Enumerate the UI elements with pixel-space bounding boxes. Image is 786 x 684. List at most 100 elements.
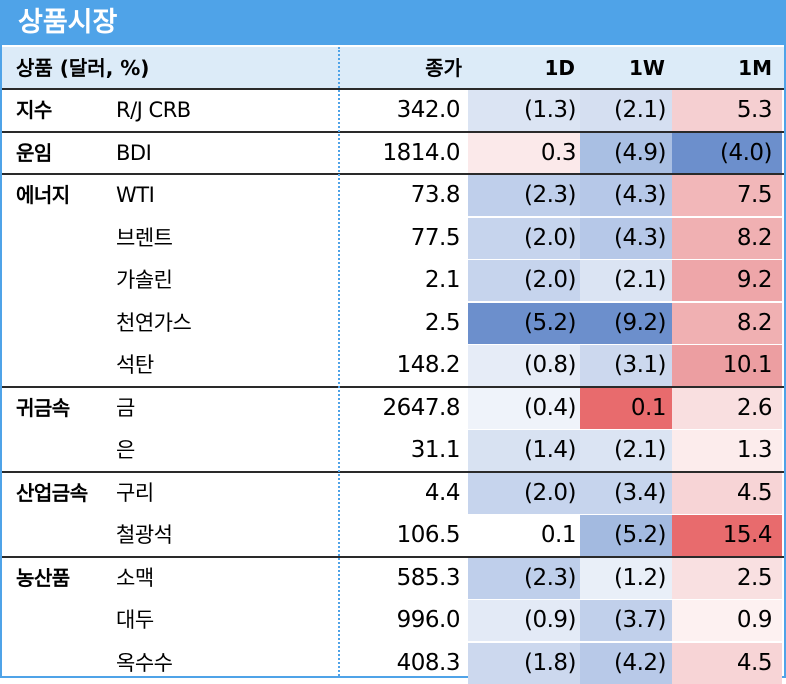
row-group-label: 에너지 (16, 183, 70, 207)
row-close: 73.8 (410, 182, 461, 208)
cell-1w-shade (580, 430, 672, 471)
cell-1m-shade (672, 90, 782, 131)
cell-1w-shade (580, 218, 672, 259)
cell-1m-shade (672, 515, 782, 556)
row-group-label: 운임 (16, 141, 52, 165)
row-1d: (1.8) (523, 650, 577, 676)
cell-1w-shade (580, 175, 672, 216)
row-1w: (3.4) (613, 480, 667, 506)
cell-1w-shade (580, 133, 672, 174)
row-name: 금 (116, 396, 135, 420)
cell-1d-shade (468, 430, 580, 471)
row-1m: 10.1 (722, 352, 773, 378)
cell-1w-shade (580, 473, 672, 514)
row-1d: (1.4) (523, 437, 577, 463)
row-1w: (4.3) (613, 225, 667, 251)
row-1w: (2.1) (613, 267, 667, 293)
row-1w: (9.2) (613, 310, 667, 336)
row-group-label: 농산품 (16, 566, 70, 590)
header-1m: 1M (738, 56, 772, 80)
cell-1m-shade (672, 260, 782, 301)
header-1d: 1D (544, 56, 575, 80)
cell-1m-shade (672, 600, 782, 641)
cell-1m-shade (672, 345, 782, 386)
group-divider (2, 386, 784, 388)
row-name: 철광석 (116, 523, 173, 547)
row-close: 31.1 (410, 437, 461, 463)
row-1d: (0.8) (523, 352, 577, 378)
cell-1d-shade (468, 473, 580, 514)
row-close: 2.5 (424, 310, 461, 336)
title-bar: 상품시장 (2, 2, 784, 45)
row-1d: (2.3) (523, 182, 577, 208)
row-1m: (4.0) (719, 140, 773, 166)
row-1m: 4.5 (736, 650, 773, 676)
row-1m: 2.5 (736, 565, 773, 591)
row-group-label: 귀금속 (16, 396, 70, 420)
row-close: 4.4 (424, 480, 461, 506)
cell-1m-shade (672, 643, 782, 684)
cell-1d-shade (468, 345, 580, 386)
cell-1d-shade (468, 515, 580, 556)
row-name: 천연가스 (116, 311, 192, 335)
group-divider (2, 471, 784, 473)
cell-1m-shade (672, 218, 782, 259)
header-close: 종가 (425, 56, 462, 80)
cell-1d-shade (468, 260, 580, 301)
page-title: 상품시장 (18, 7, 118, 38)
row-1w: (2.1) (613, 437, 667, 463)
row-1w: 0.1 (630, 395, 667, 421)
cell-1m-shade (672, 175, 782, 216)
cell-1d-shade (468, 303, 580, 344)
row-1m: 5.3 (736, 97, 773, 123)
row-close: 1814.0 (382, 140, 461, 166)
row-name: 옥수수 (116, 651, 173, 675)
table-header: 상품 (달러, %) 종가 1D 1W 1M (2, 47, 784, 89)
row-close: 2.1 (424, 267, 461, 293)
cell-1w-shade (580, 600, 672, 641)
row-1w: (3.1) (613, 352, 667, 378)
row-close: 585.3 (396, 565, 461, 591)
cell-1w-shade (580, 515, 672, 556)
row-name: 구리 (116, 481, 154, 505)
row-1d: (2.0) (523, 480, 577, 506)
header-group: 상품 (달러, %) (16, 56, 150, 80)
row-1m: 4.5 (736, 480, 773, 506)
row-1m: 8.2 (736, 310, 773, 336)
row-1d: (1.3) (523, 97, 577, 123)
cell-1w-shade (580, 90, 672, 131)
row-name: 가솔린 (116, 268, 173, 292)
cell-1w-shade (580, 643, 672, 684)
row-1w: (4.2) (613, 650, 667, 676)
row-close: 2647.8 (382, 395, 461, 421)
cell-1w-shade (580, 345, 672, 386)
cell-1d-shade (468, 175, 580, 216)
cell-1w-shade (580, 260, 672, 301)
row-1w: (3.7) (613, 607, 667, 633)
row-close: 77.5 (410, 225, 461, 251)
group-divider (2, 88, 784, 90)
group-divider (2, 173, 784, 175)
row-1m: 0.9 (736, 607, 773, 633)
row-1m: 7.5 (736, 182, 773, 208)
row-group-label: 지수 (16, 98, 52, 122)
cell-1d-shade (468, 133, 580, 174)
cell-1w-shade (580, 558, 672, 599)
row-close: 342.0 (396, 97, 461, 123)
header-1w: 1W (629, 56, 665, 80)
row-close: 106.5 (396, 522, 461, 548)
cell-1m-shade (672, 430, 782, 471)
row-1w: (4.9) (613, 140, 667, 166)
cell-1d-shade (468, 388, 580, 429)
cell-1m-shade (672, 303, 782, 344)
row-1d: (0.9) (523, 607, 577, 633)
row-1m: 15.4 (722, 522, 773, 548)
row-close: 408.3 (396, 650, 461, 676)
row-1w: (1.2) (613, 565, 667, 591)
cell-1w-shade (580, 388, 672, 429)
row-1d: 0.1 (540, 522, 577, 548)
cell-1d-shade (468, 600, 580, 641)
group-divider (2, 131, 784, 133)
cell-1d-shade (468, 90, 580, 131)
row-1d: (2.0) (523, 267, 577, 293)
